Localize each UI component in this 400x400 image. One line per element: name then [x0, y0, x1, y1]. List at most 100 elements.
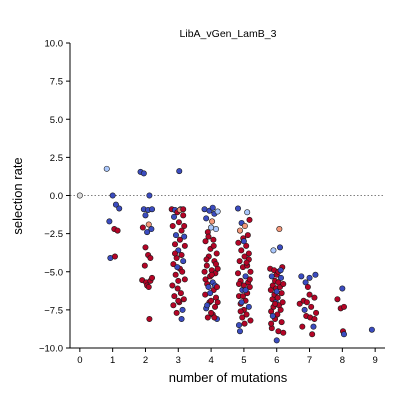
data-point	[340, 303, 347, 310]
data-point	[210, 242, 217, 249]
data-point	[169, 223, 176, 230]
data-point	[175, 277, 182, 284]
y-tick-label: −5.0	[44, 267, 63, 278]
data-point	[202, 238, 209, 245]
data-point	[203, 262, 210, 269]
data-point	[147, 255, 154, 262]
data-point	[334, 296, 341, 303]
data-point	[236, 258, 243, 265]
data-point	[201, 268, 208, 275]
data-point	[368, 326, 375, 333]
y-tick-label: 2.5	[50, 153, 63, 164]
data-point	[116, 205, 123, 212]
data-point	[208, 271, 215, 278]
data-point	[279, 299, 286, 306]
data-point	[172, 232, 179, 239]
data-point	[211, 314, 218, 321]
x-axis-ticks: 0 1 2 3 4 5 6 7 8 9	[77, 348, 378, 366]
data-point	[235, 205, 242, 212]
data-point	[178, 227, 185, 234]
data-point	[276, 244, 283, 251]
data-point	[169, 282, 176, 289]
data-point	[202, 276, 209, 283]
data-point	[204, 302, 211, 309]
data-point	[278, 319, 285, 326]
data-point	[272, 300, 279, 307]
data-point	[306, 291, 313, 298]
x-tick-label: 9	[373, 355, 378, 366]
data-point	[246, 283, 253, 290]
data-point	[109, 192, 116, 199]
data-point	[235, 322, 242, 329]
data-point	[280, 329, 287, 336]
data-point	[178, 316, 185, 323]
data-point	[308, 303, 315, 310]
data-point	[306, 274, 313, 281]
data-point	[174, 285, 181, 292]
data-point	[175, 297, 182, 304]
data-point	[178, 251, 185, 258]
data-point	[141, 262, 148, 269]
data-point	[236, 227, 243, 234]
data-point	[180, 212, 187, 219]
y-axis-title: selection rate	[10, 157, 25, 234]
data-point	[214, 208, 221, 215]
y-tick-label: 5.0	[50, 115, 63, 126]
data-point	[176, 236, 183, 243]
y-tick-label: 0.0	[50, 191, 63, 202]
y-tick-label: 7.5	[50, 77, 63, 88]
data-point	[173, 309, 180, 316]
data-point	[181, 242, 188, 249]
data-point	[76, 192, 83, 199]
data-point	[273, 337, 280, 344]
data-point	[298, 273, 305, 280]
data-point	[112, 201, 119, 208]
data-point	[145, 221, 152, 228]
data-point	[299, 323, 306, 330]
data-point	[275, 279, 282, 286]
data-point	[243, 259, 250, 266]
data-point	[303, 299, 310, 306]
data-point	[313, 309, 320, 316]
data-point	[142, 244, 149, 251]
data-point	[171, 293, 178, 300]
data-point	[146, 192, 153, 199]
data-point	[247, 268, 254, 275]
data-point	[241, 320, 248, 327]
data-point	[296, 300, 303, 307]
data-point	[139, 224, 146, 231]
data-point	[177, 290, 184, 297]
data-point	[239, 314, 246, 321]
data-point	[181, 223, 188, 230]
data-point	[236, 328, 243, 335]
data-point	[340, 331, 347, 338]
data-point	[175, 219, 182, 226]
data-point	[179, 306, 186, 313]
data-point	[180, 296, 187, 303]
x-tick-label: 2	[143, 355, 148, 366]
data-point	[142, 212, 149, 219]
data-point	[244, 209, 251, 216]
data-point	[144, 229, 151, 236]
data-point	[245, 250, 252, 257]
y-axis-ticks: 10.0 7.5 5.0 2.5 0.0 −2.5 −5.0 −7.5 −10.0	[39, 39, 70, 355]
data-point	[172, 250, 179, 257]
data-point	[246, 216, 253, 223]
data-point	[242, 273, 249, 280]
data-point	[244, 232, 251, 239]
data-point	[214, 283, 221, 290]
data-point	[103, 165, 110, 172]
data-point	[235, 280, 242, 287]
data-point	[241, 253, 248, 260]
data-point	[238, 247, 245, 254]
data-point	[268, 320, 275, 327]
data-point	[145, 283, 152, 290]
data-point	[106, 218, 113, 225]
x-tick-label: 0	[77, 355, 82, 366]
data-point	[181, 276, 188, 283]
data-point	[275, 328, 282, 335]
data-point	[209, 218, 216, 225]
data-point	[205, 283, 212, 290]
data-point	[301, 306, 308, 313]
